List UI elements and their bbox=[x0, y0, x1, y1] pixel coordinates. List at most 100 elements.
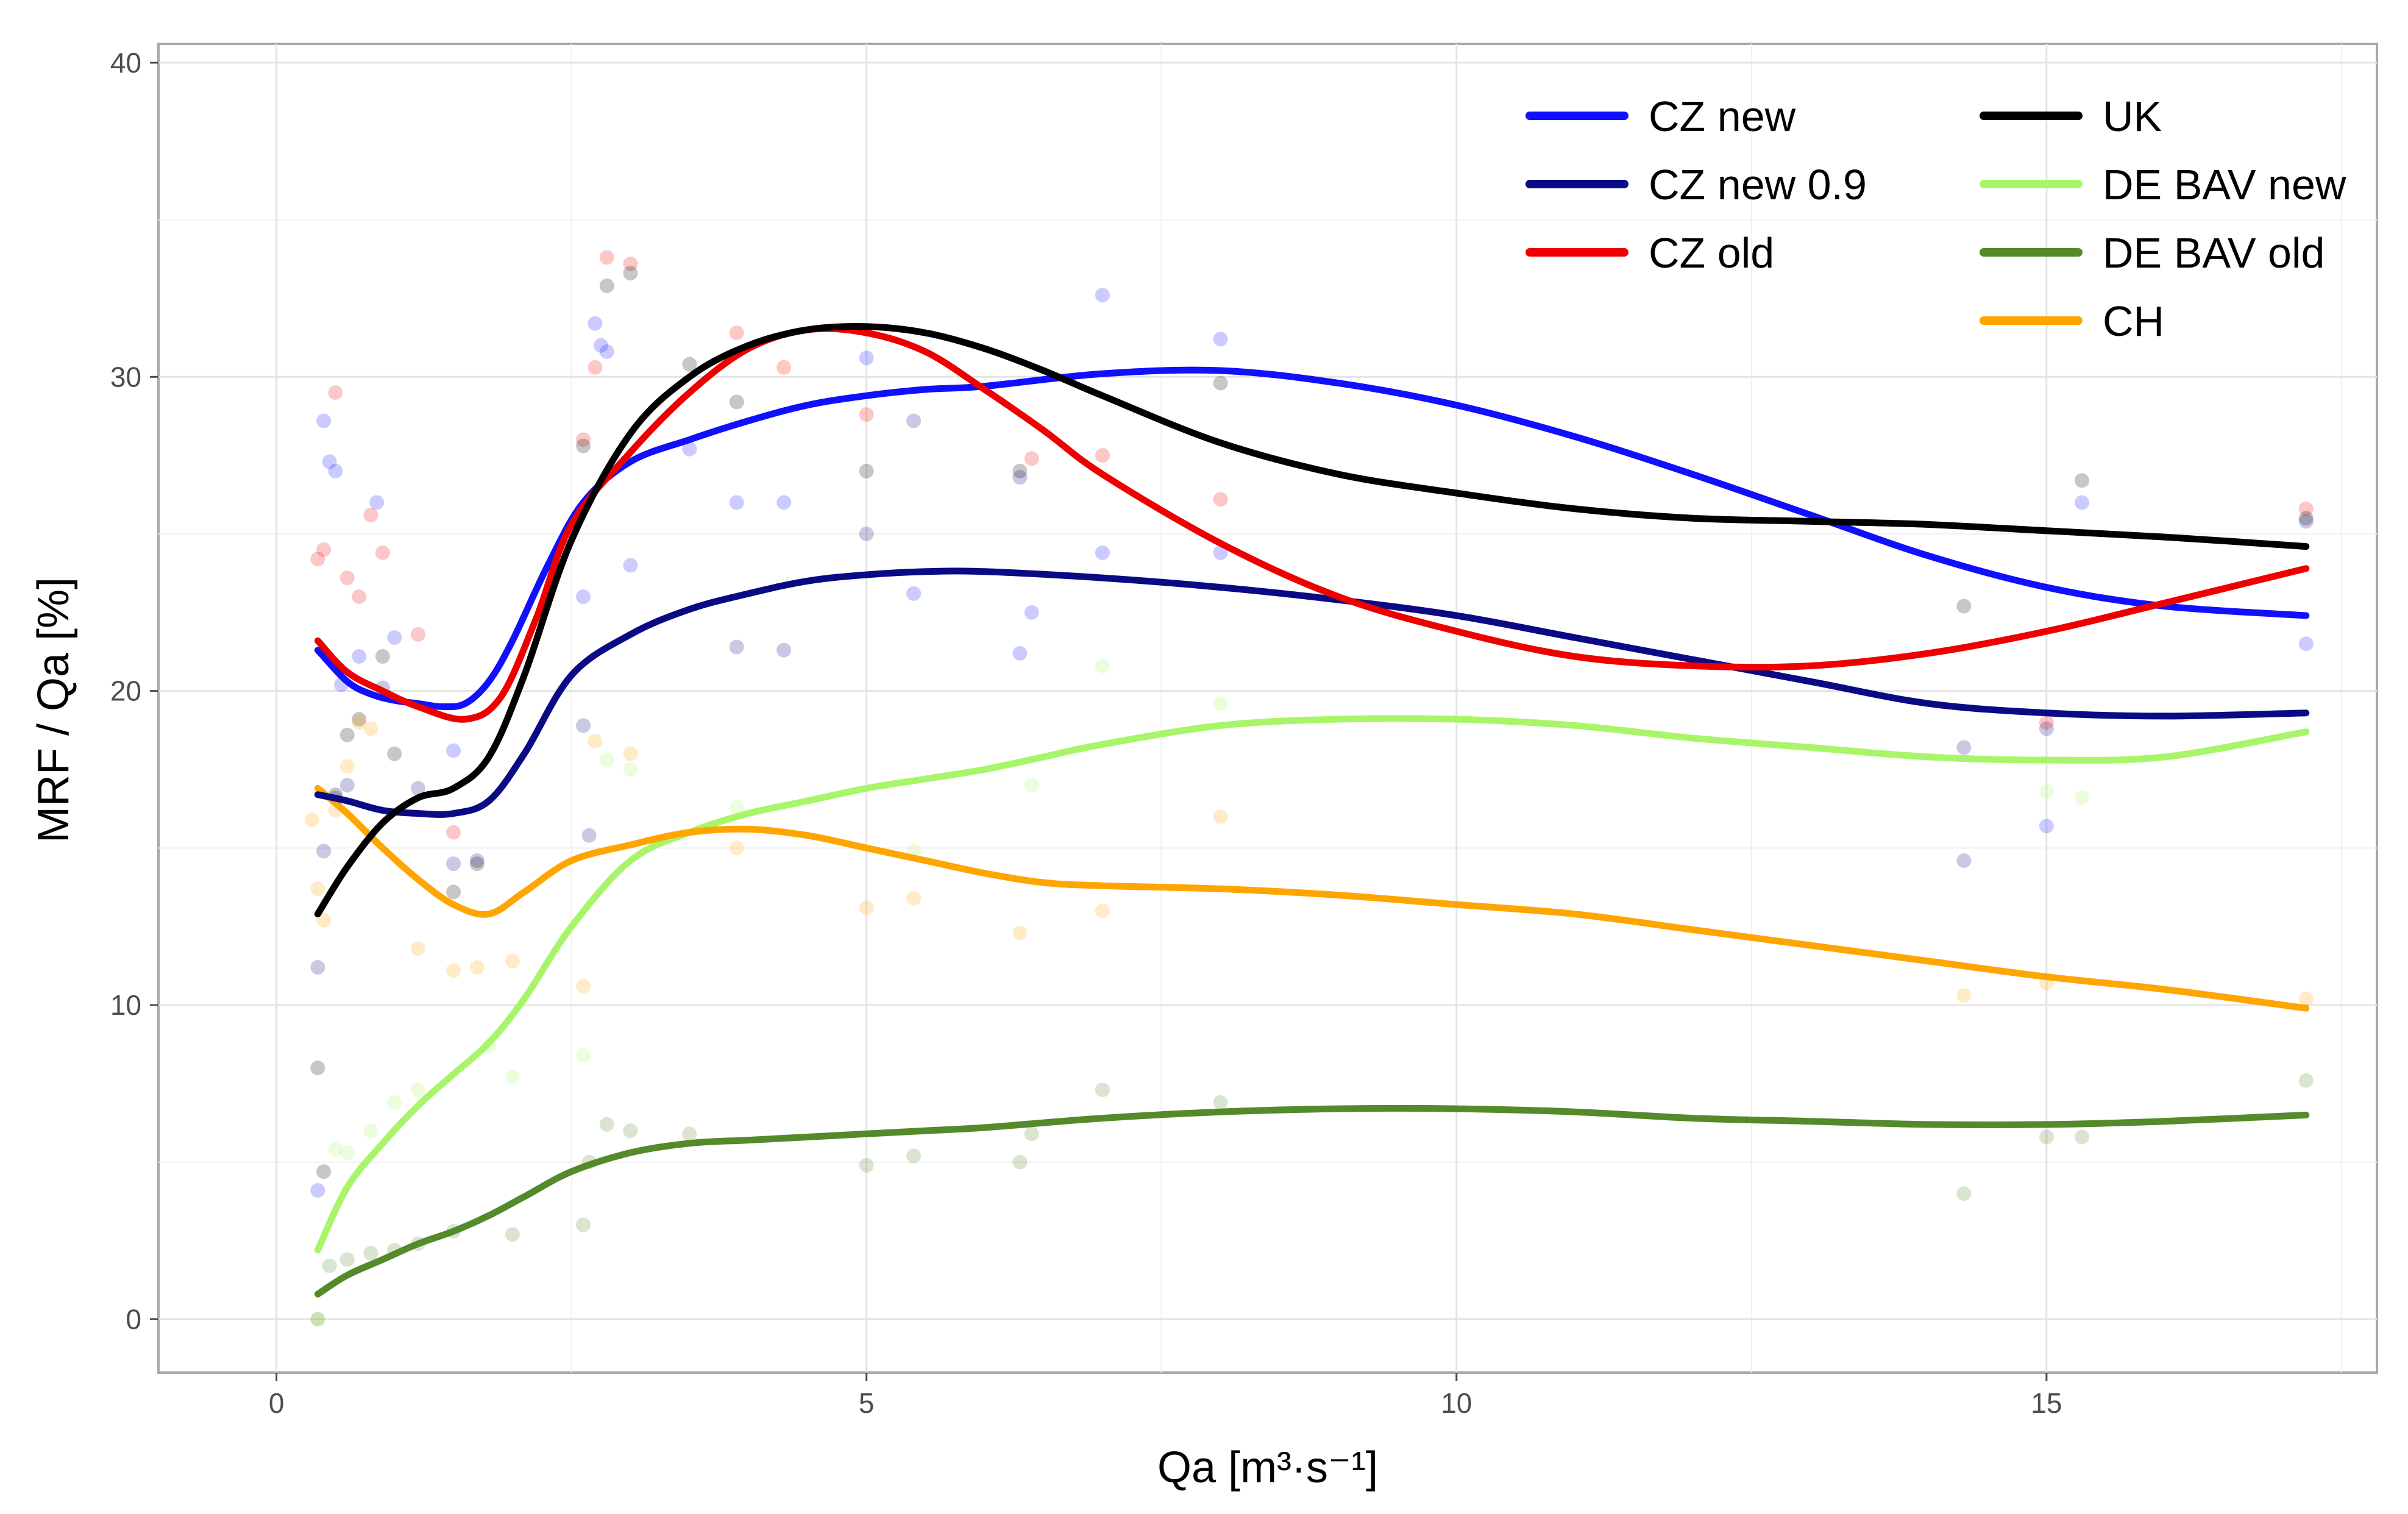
x-tick-label: 0 bbox=[269, 1387, 285, 1419]
data-point-ch bbox=[352, 715, 367, 730]
data-point-cz-new bbox=[2298, 636, 2314, 652]
data-point-cz-old bbox=[623, 256, 638, 271]
data-point-cz-old bbox=[2039, 715, 2054, 730]
axis-ticks bbox=[150, 62, 2048, 1381]
data-point-ch bbox=[859, 900, 874, 915]
legend-label-cz-new: CZ new bbox=[1649, 93, 1796, 140]
data-point-ch bbox=[469, 960, 485, 975]
data-point-cz-old bbox=[352, 589, 367, 605]
data-point-cz-old bbox=[588, 360, 603, 375]
data-point-ch bbox=[446, 963, 461, 978]
data-point-ch bbox=[1213, 809, 1228, 824]
data-point-cz-new bbox=[369, 495, 385, 510]
data-point-cz-new bbox=[446, 743, 461, 758]
data-point-de-bav-new bbox=[576, 1048, 591, 1063]
data-point-cz-new-0-9 bbox=[776, 642, 792, 658]
data-point-cz-new-0-9 bbox=[446, 856, 461, 872]
series-line-uk bbox=[314, 323, 2310, 918]
y-axis-title: MRF / Qa [%] bbox=[29, 577, 78, 843]
x-tick-labels: 0 5 10 15 bbox=[269, 1387, 2062, 1419]
data-point-uk bbox=[316, 1164, 332, 1179]
data-point-cz-new-0-9 bbox=[410, 781, 425, 796]
data-point-uk bbox=[623, 266, 638, 281]
data-point-uk bbox=[2074, 473, 2089, 488]
data-point-cz-old bbox=[599, 250, 614, 265]
data-point-de-bav-new bbox=[2039, 784, 2054, 799]
data-point-cz-new bbox=[1024, 605, 1039, 620]
legend: CZ new CZ new 0.9 CZ old UK DE BAV new DE BAV… bbox=[1525, 93, 2346, 345]
data-point-de-bav-new bbox=[729, 800, 744, 815]
data-point-cz-old bbox=[729, 325, 744, 341]
data-point-cz-old bbox=[576, 432, 591, 447]
data-point-de-bav-new bbox=[410, 1082, 425, 1098]
data-point-cz-old bbox=[1024, 451, 1039, 466]
x-tick-label: 5 bbox=[859, 1387, 875, 1419]
data-point-de-bav-old bbox=[1956, 1186, 1972, 1201]
data-point-de-bav-new bbox=[623, 762, 638, 777]
data-point-cz-new bbox=[588, 316, 603, 331]
data-point-cz-new bbox=[594, 338, 609, 353]
data-point-cz-new bbox=[1213, 545, 1228, 560]
data-point-cz-old bbox=[859, 407, 874, 422]
data-point-cz-new bbox=[2074, 495, 2089, 510]
data-point-cz-new bbox=[1012, 645, 1028, 661]
data-point-de-bav-old bbox=[1095, 1082, 1110, 1098]
data-point-de-bav-new bbox=[328, 1142, 343, 1157]
series-line-cz-old bbox=[314, 325, 2310, 723]
data-point-cz-new-0-9 bbox=[576, 718, 591, 733]
data-point-de-bav-old bbox=[310, 1312, 325, 1327]
y-tick-labels: 0 10 20 30 40 bbox=[110, 47, 141, 1335]
data-point-cz-new bbox=[859, 350, 874, 366]
y-tick-label: 40 bbox=[110, 47, 141, 79]
data-point-uk bbox=[1213, 375, 1228, 391]
data-point-de-bav-old bbox=[1024, 1126, 1039, 1142]
data-point-de-bav-new bbox=[2074, 790, 2089, 805]
data-point-de-bav-new bbox=[310, 1312, 325, 1327]
data-point-ch bbox=[505, 953, 520, 968]
data-point-cz-new bbox=[352, 649, 367, 664]
data-point-cz-new bbox=[322, 454, 337, 469]
y-tick-label: 0 bbox=[126, 1303, 141, 1335]
data-point-ch bbox=[2298, 991, 2314, 1006]
data-point-de-bav-new bbox=[599, 753, 614, 768]
data-point-uk bbox=[859, 463, 874, 478]
series-line-cz-new-0-9 bbox=[314, 567, 2310, 818]
legend-label-de-bav-old: DE BAV old bbox=[2103, 229, 2325, 277]
data-point-uk bbox=[2298, 511, 2314, 526]
series-line-ch bbox=[314, 784, 2310, 1012]
data-point-de-bav-old bbox=[505, 1227, 520, 1242]
data-point-de-bav-old bbox=[339, 1252, 355, 1267]
data-point-uk bbox=[387, 746, 402, 761]
data-point-cz-old bbox=[339, 570, 355, 586]
data-point-cz-new bbox=[310, 1183, 325, 1198]
data-point-ch bbox=[410, 941, 425, 956]
data-point-ch bbox=[623, 746, 638, 761]
data-point-cz-new-0-9 bbox=[339, 778, 355, 793]
data-point-cz-new bbox=[328, 463, 343, 478]
data-point-cz-new bbox=[729, 495, 744, 510]
data-point-ch bbox=[363, 721, 378, 736]
data-point-cz-new-0-9 bbox=[581, 828, 597, 843]
data-point-cz-new bbox=[576, 589, 591, 605]
data-point-cz-old bbox=[2298, 501, 2314, 516]
data-point-ch bbox=[310, 881, 325, 897]
data-point-cz-new bbox=[623, 558, 638, 573]
data-point-cz-new bbox=[2039, 819, 2054, 834]
data-point-cz-new-0-9 bbox=[310, 960, 325, 975]
x-tick-label: 10 bbox=[1441, 1387, 1472, 1419]
data-point-de-bav-new bbox=[1024, 778, 1039, 793]
data-point-de-bav-old bbox=[1213, 1095, 1228, 1110]
data-point-de-bav-old bbox=[682, 1126, 697, 1142]
data-point-cz-new-0-9 bbox=[1956, 740, 1972, 755]
data-point-cz-new bbox=[316, 413, 332, 428]
y-tick-label: 10 bbox=[110, 989, 141, 1021]
grid-minor bbox=[158, 44, 2377, 1373]
data-point-de-bav-old bbox=[859, 1157, 874, 1173]
data-point-cz-new-0-9 bbox=[859, 526, 874, 541]
data-point-ch bbox=[729, 841, 744, 856]
data-point-ch bbox=[304, 812, 319, 827]
data-point-cz-new bbox=[682, 441, 697, 457]
legend-label-ch: CH bbox=[2103, 297, 2164, 345]
data-point-de-bav-new bbox=[1095, 658, 1110, 673]
legend-label-de-bav-new: DE BAV new bbox=[2103, 161, 2346, 208]
